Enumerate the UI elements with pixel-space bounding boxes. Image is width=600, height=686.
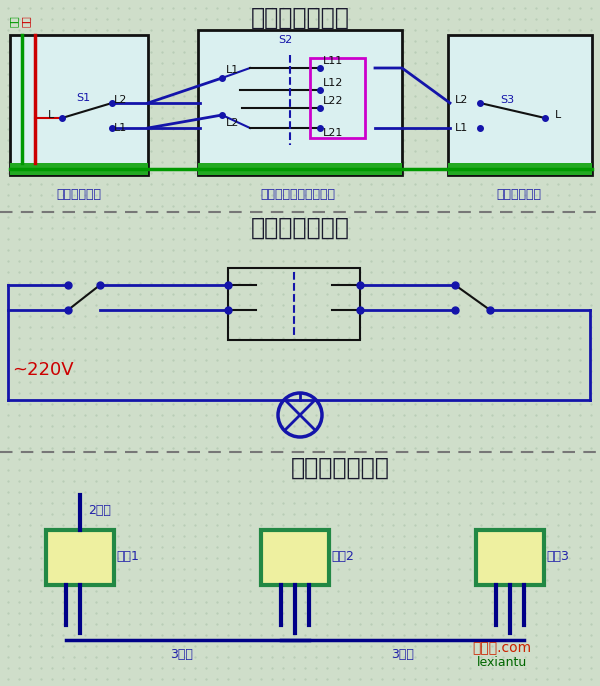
Text: 接线图.com: 接线图.com <box>472 641 532 655</box>
Text: 3根线: 3根线 <box>170 648 193 661</box>
FancyBboxPatch shape <box>10 163 148 175</box>
Text: 三控开关布线图: 三控开关布线图 <box>290 456 389 480</box>
Text: S3: S3 <box>500 95 514 105</box>
Text: lexiantu: lexiantu <box>477 657 527 670</box>
Text: 中途开关（三控开关）: 中途开关（三控开关） <box>260 189 335 202</box>
Text: L1: L1 <box>226 65 239 75</box>
Text: L2: L2 <box>114 95 127 105</box>
Text: L11: L11 <box>323 56 343 66</box>
Text: L1: L1 <box>455 123 468 133</box>
Text: L2: L2 <box>226 118 239 128</box>
FancyBboxPatch shape <box>476 530 544 585</box>
Text: ~220V: ~220V <box>12 361 74 379</box>
Text: 三控开关原理图: 三控开关原理图 <box>251 216 349 240</box>
Text: 单开双控开关: 单开双控开关 <box>56 189 101 202</box>
Text: S1: S1 <box>76 93 90 103</box>
Text: 开关1: 开关1 <box>116 550 139 563</box>
Text: 相线: 相线 <box>9 15 19 27</box>
FancyBboxPatch shape <box>261 530 329 585</box>
Text: L1: L1 <box>114 123 127 133</box>
FancyBboxPatch shape <box>10 35 148 175</box>
Text: 2根线: 2根线 <box>88 504 111 517</box>
Text: 开关3: 开关3 <box>546 550 569 563</box>
FancyBboxPatch shape <box>198 163 402 175</box>
FancyBboxPatch shape <box>46 530 114 585</box>
Text: 开关2: 开关2 <box>331 550 354 563</box>
Text: L22: L22 <box>323 96 343 106</box>
FancyBboxPatch shape <box>448 163 592 175</box>
Text: L2: L2 <box>455 95 469 105</box>
Text: L: L <box>555 110 561 120</box>
Text: 三控开关接线图: 三控开关接线图 <box>251 6 349 30</box>
Text: L12: L12 <box>323 78 343 88</box>
Text: L: L <box>48 110 54 120</box>
FancyBboxPatch shape <box>448 35 592 175</box>
Text: L21: L21 <box>323 128 343 138</box>
Text: S2: S2 <box>278 35 292 45</box>
Text: 3根线: 3根线 <box>392 648 415 661</box>
Text: 单开双控开关: 单开双控开关 <box>497 189 542 202</box>
Text: 火线: 火线 <box>21 15 31 27</box>
FancyBboxPatch shape <box>198 30 402 175</box>
